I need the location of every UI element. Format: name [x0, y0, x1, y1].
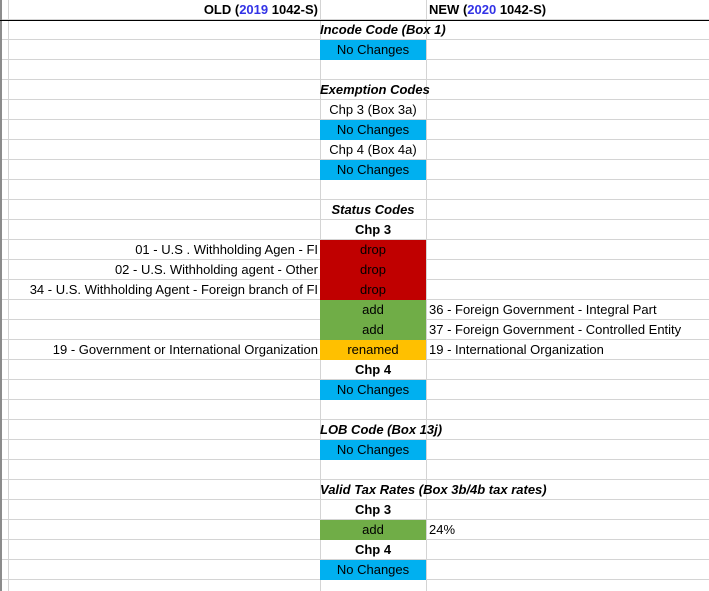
- status-drop[interactable]: drop: [320, 280, 426, 300]
- grid-row: No Changes: [0, 560, 709, 580]
- new-header-prefix: NEW (: [429, 2, 468, 17]
- grid-row: Exemption Codes: [0, 80, 709, 100]
- new-form-header[interactable]: NEW (2020 1042-S): [429, 0, 707, 20]
- grid-row: LOB Code (Box 13j): [0, 420, 709, 440]
- grid-row: add 36 - Foreign Government - Integral Pa…: [0, 300, 709, 320]
- status-add[interactable]: add: [320, 520, 426, 540]
- old-year: 2019: [239, 2, 269, 17]
- grid-row: Chp 4 (Box 4a): [0, 140, 709, 160]
- status-no-changes[interactable]: No Changes: [320, 120, 426, 140]
- chapter-label[interactable]: Chp 3: [354, 502, 392, 517]
- grid-row: No Changes: [0, 160, 709, 180]
- grid-row: [0, 580, 709, 591]
- grid-row: Chp 3: [0, 220, 709, 240]
- section-title[interactable]: Exemption Codes: [320, 82, 430, 97]
- status-drop[interactable]: drop: [320, 240, 426, 260]
- new-year: 2020: [467, 2, 497, 17]
- status-no-changes[interactable]: No Changes: [320, 40, 426, 60]
- vertical-gridline: [426, 0, 427, 591]
- grid-row: No Changes: [0, 380, 709, 400]
- grid-row: 02 - U.S. Withholding agent - Other drop: [0, 260, 709, 280]
- grid-row: No Changes: [0, 40, 709, 60]
- grid-row: Valid Tax Rates (Box 3b/4b tax rates): [0, 480, 709, 500]
- old-form-header[interactable]: OLD (2019 1042-S): [8, 0, 318, 20]
- grid-row: [0, 460, 709, 480]
- status-add[interactable]: add: [320, 320, 426, 340]
- chapter-label[interactable]: Chp 3: [354, 222, 392, 237]
- status-no-changes[interactable]: No Changes: [320, 160, 426, 180]
- box-label[interactable]: Chp 4 (Box 4a): [329, 142, 417, 157]
- grid-row: Chp 4: [0, 360, 709, 380]
- old-code-cell[interactable]: 19 - Government or International Organiz…: [52, 342, 318, 357]
- chapter-label[interactable]: Chp 4: [354, 362, 392, 377]
- grid-row: add 37 - Foreign Government - Controlled …: [0, 320, 709, 340]
- old-code-cell[interactable]: 02 - U.S. Withholding agent - Other: [114, 262, 318, 277]
- new-code-cell[interactable]: 24%: [429, 522, 456, 537]
- status-no-changes[interactable]: No Changes: [320, 440, 426, 460]
- grid-row: Status Codes: [0, 200, 709, 220]
- grid-row: [0, 400, 709, 420]
- grid-row: 34 - U.S. Withholding Agent - Foreign br…: [0, 280, 709, 300]
- vertical-gridline: [8, 0, 9, 591]
- old-header-suffix: 1042-S): [268, 2, 318, 17]
- header-row: OLD (2019 1042-S) NEW (2020 1042-S): [0, 0, 709, 20]
- sheet-left-edge: [0, 0, 2, 591]
- grid-row: No Changes: [0, 120, 709, 140]
- grid-row: Chp 3: [0, 500, 709, 520]
- grid-row: [0, 180, 709, 200]
- old-code-cell[interactable]: 34 - U.S. Withholding Agent - Foreign br…: [29, 282, 318, 297]
- grid-row: Incode Code (Box 1): [0, 20, 709, 40]
- status-add[interactable]: add: [320, 300, 426, 320]
- old-code-cell[interactable]: 01 - U.S . Withholding Agen - FI: [135, 242, 318, 257]
- chapter-label[interactable]: Chp 4: [354, 542, 392, 557]
- status-renamed[interactable]: renamed: [320, 340, 426, 360]
- new-code-cell[interactable]: 37 - Foreign Government - Controlled Ent…: [429, 322, 682, 337]
- section-title[interactable]: LOB Code (Box 13j): [320, 422, 443, 437]
- grid-row: [0, 60, 709, 80]
- status-no-changes[interactable]: No Changes: [320, 380, 426, 400]
- new-code-cell[interactable]: 36 - Foreign Government - Integral Part: [429, 302, 657, 317]
- section-title[interactable]: Incode Code (Box 1): [320, 22, 446, 37]
- grid-row: Chp 4: [0, 540, 709, 560]
- grid-row: 01 - U.S . Withholding Agen - FI drop: [0, 240, 709, 260]
- grid-row: 19 - Government or International Organiz…: [0, 340, 709, 360]
- old-header-prefix: OLD (: [203, 2, 240, 17]
- section-title[interactable]: Valid Tax Rates (Box 3b/4b tax rates): [320, 482, 547, 497]
- header-border: [0, 20, 709, 21]
- new-code-cell[interactable]: 19 - International Organization: [429, 342, 604, 357]
- box-label[interactable]: Chp 3 (Box 3a): [329, 102, 417, 117]
- new-header-suffix: 1042-S): [496, 2, 547, 17]
- section-title[interactable]: Status Codes: [331, 202, 415, 217]
- status-no-changes[interactable]: No Changes: [320, 560, 426, 580]
- grid-row: No Changes: [0, 440, 709, 460]
- status-drop[interactable]: drop: [320, 260, 426, 280]
- grid-row: add 24%: [0, 520, 709, 540]
- grid-row: Chp 3 (Box 3a): [0, 100, 709, 120]
